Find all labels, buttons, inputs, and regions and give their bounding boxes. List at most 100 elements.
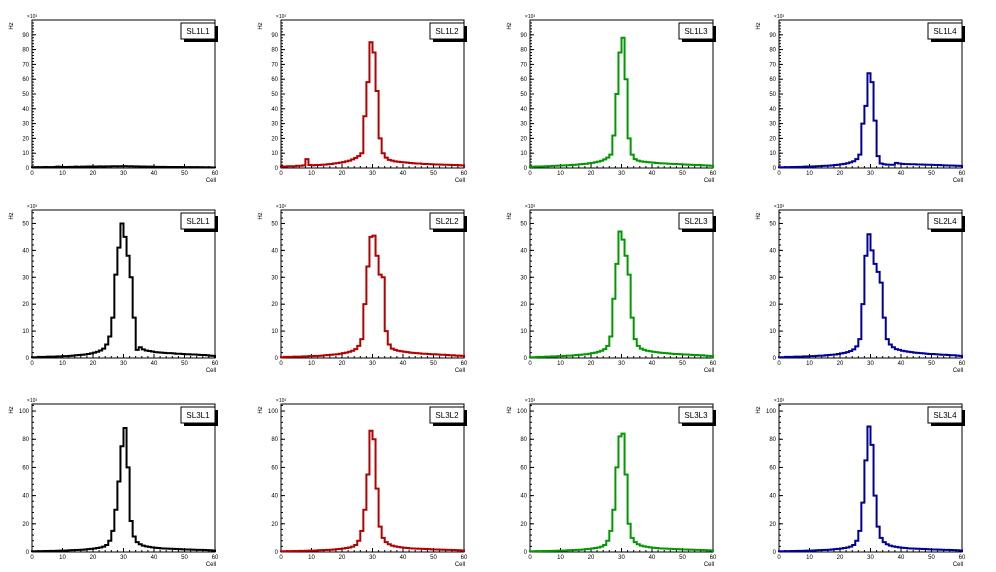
x-tick-label: 60 [212,171,219,177]
y-exponent-label: ×10³ [276,204,286,210]
y-tick-label: 60 [22,77,29,83]
legend-title: SL3L1 [186,411,210,420]
legend-title: SL3L2 [435,411,459,420]
x-tick-label: 40 [898,171,905,177]
histogram-panel-sl1l4: 0 10 20 30 40 50 60 0 10 20 30 40 50 60 70 80 90 ×10³ Hz Ce… [756,14,966,184]
x-axis-label: Cell [953,368,963,374]
y-tick-label: 100 [19,409,30,415]
histogram-series [31,165,216,169]
y-tick-label: 80 [271,437,278,443]
y-tick-label: 50 [22,221,29,227]
histogram-panel-sl3l4: 0 10 20 30 40 50 60 0 20 40 60 80 100 ×10³ Hz Cell SL3L4 [756,398,966,568]
x-tick-label: 40 [400,171,407,177]
y-axis-label: Hz [258,212,264,219]
x-tick-label: 20 [837,361,844,367]
plot-frame [280,209,465,359]
y-tick-label: 20 [22,302,29,308]
x-tick-label: 20 [90,171,97,177]
y-exponent-label: ×10³ [525,14,535,20]
plot-frame [31,19,216,169]
legend-box [678,22,714,40]
y-tick-label: 0 [773,166,777,172]
y-tick-label: 90 [271,33,278,39]
y-tick-label: 20 [769,302,776,308]
y-tick-label: 40 [769,248,776,254]
x-tick-label: 30 [120,555,127,561]
legend-box [180,406,216,424]
x-tick-label: 50 [928,361,935,367]
legend-title: SL2L3 [684,217,708,226]
x-tick-label: 50 [181,171,188,177]
y-tick-label: 60 [520,465,527,471]
histogram-series [778,425,963,553]
x-tick-label: 60 [710,171,717,177]
y-tick-label: 40 [22,107,29,113]
histogram-series [280,429,465,553]
histogram-panel-sl2l2: 0 10 20 30 40 50 60 0 10 20 30 40 50 ×10³ Hz Cell SL2L2 [258,204,468,374]
histogram-series [31,222,216,359]
legend-box [927,406,963,424]
y-tick-label: 40 [769,107,776,113]
histogram-panel-sl3l3: 0 10 20 30 40 50 60 0 20 40 60 80 100 ×10³ Hz Cell SL3L3 [507,398,717,568]
legend-box [678,212,714,230]
y-tick-label: 50 [271,221,278,227]
y-tick-label: 10 [22,329,29,335]
histogram-series [529,230,714,359]
y-tick-label: 0 [524,166,528,172]
x-tick-label: 10 [557,171,564,177]
histogram-panel-sl2l4: 0 10 20 30 40 50 60 0 10 20 30 40 50 ×10³ Hz Cell SL2L4 [756,204,966,374]
y-tick-label: 70 [520,62,527,68]
x-axis-label: Cell [704,368,714,374]
y-axis-label: Hz [258,406,264,413]
y-tick-label: 30 [271,275,278,281]
x-tick-label: 20 [837,555,844,561]
x-tick-label: 50 [679,171,686,177]
y-tick-label: 0 [773,356,777,362]
x-tick-label: 10 [557,361,564,367]
y-tick-label: 20 [271,136,278,142]
y-exponent-label: ×10³ [525,204,535,210]
x-axis-label: Cell [455,178,465,184]
y-tick-label: 80 [769,437,776,443]
y-axis-label: Hz [756,406,762,413]
y-tick-label: 40 [520,494,527,500]
y-tick-label: 90 [520,33,527,39]
y-tick-label: 30 [769,122,776,128]
y-tick-label: 60 [520,77,527,83]
legend-box [429,212,465,230]
x-tick-label: 10 [308,555,315,561]
plot-frame [280,403,465,553]
y-tick-label: 30 [271,122,278,128]
x-tick-label: 40 [649,171,656,177]
x-axis-label: Cell [455,562,465,568]
x-tick-label: 60 [212,555,219,561]
x-tick-label: 50 [928,171,935,177]
x-tick-label: 40 [151,555,158,561]
x-tick-label: 60 [461,555,468,561]
y-tick-label: 80 [520,437,527,443]
x-axis-label: Cell [206,562,216,568]
x-tick-label: 10 [59,361,66,367]
x-tick-label: 20 [339,555,346,561]
x-tick-label: 40 [649,361,656,367]
y-exponent-label: ×10³ [27,398,37,404]
x-tick-label: 0 [528,171,532,177]
x-tick-label: 10 [308,171,315,177]
y-tick-label: 20 [769,136,776,142]
y-tick-label: 70 [22,62,29,68]
x-tick-label: 30 [867,171,874,177]
x-tick-label: 0 [279,555,283,561]
x-tick-label: 30 [618,555,625,561]
y-exponent-label: ×10³ [525,398,535,404]
y-axis-label: Hz [507,212,513,219]
x-tick-label: 30 [120,171,127,177]
histogram-series [31,426,216,553]
x-tick-label: 60 [959,555,966,561]
y-axis-label: Hz [507,406,513,413]
y-exponent-label: ×10³ [27,14,37,20]
x-tick-label: 10 [557,555,564,561]
x-tick-label: 50 [928,555,935,561]
y-tick-label: 0 [275,550,279,556]
histogram-panel-sl1l2: 0 10 20 30 40 50 60 0 10 20 30 40 50 60 70 80 90 ×10³ Hz Ce… [258,14,468,184]
